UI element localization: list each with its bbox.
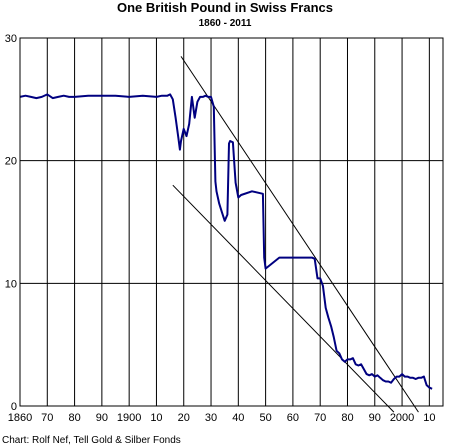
series-line-gbp-chf [19, 93, 433, 390]
x-tick-label: 70 [41, 412, 53, 424]
trend-line [172, 184, 395, 413]
x-tick-label: 40 [232, 412, 244, 424]
x-tick-label: 70 [314, 412, 326, 424]
x-tick-label: 90 [369, 412, 381, 424]
plot-frame [19, 37, 444, 407]
x-tick-label: 30 [205, 412, 217, 424]
x-tick-label: 20 [178, 412, 190, 424]
trend-line [180, 56, 419, 413]
x-tick-label: 1900 [117, 412, 141, 424]
chart-subtitle: 1860 - 2011 [199, 18, 252, 29]
x-tick-label: 50 [259, 412, 271, 424]
y-tick-label: 10 [5, 278, 17, 290]
y-tick-label: 30 [5, 33, 17, 45]
grid-lines [19, 37, 443, 407]
x-tick-label: 80 [68, 412, 80, 424]
y-axis-ticks: 0 10 20 30 [5, 33, 17, 413]
y-tick-label: 20 [5, 156, 17, 168]
x-tick-label: 10 [423, 412, 435, 424]
chart-title: One British Pound in Swiss Francs [117, 0, 333, 15]
x-tick-label: 1860 [8, 412, 32, 424]
y-tick-label: 0 [11, 401, 17, 413]
trend-lines [172, 56, 419, 413]
x-axis-ticks: 1860 70 80 90 1900 10 20 30 40 50 60 70 80 90 2000 10 [8, 412, 436, 424]
x-tick-label: 60 [287, 412, 299, 424]
x-tick-label: 90 [96, 412, 108, 424]
x-tick-label: 10 [150, 412, 162, 424]
chart-source: Chart: Rolf Nef, Tell Gold & Silber Fond… [2, 435, 181, 446]
x-tick-label: 80 [341, 412, 353, 424]
series-layer [19, 93, 433, 390]
x-tick-label: 2000 [390, 412, 414, 424]
